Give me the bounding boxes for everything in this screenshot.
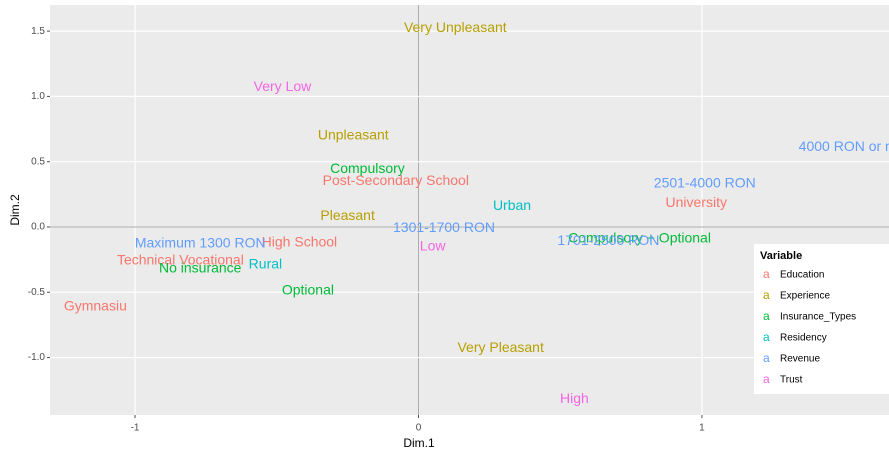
legend-label: Education: [780, 270, 824, 281]
point-label: Post-Secondary School: [323, 172, 469, 188]
legend-key: a: [763, 288, 770, 302]
legend-label: Revenue: [780, 354, 820, 365]
legend-label: Residency: [780, 333, 827, 344]
point-label: 1301-1700 RON: [393, 219, 495, 235]
point-label: No insurance: [159, 259, 242, 275]
y-axis-label: Dim.2: [8, 194, 22, 226]
point-label: Gymnasiu: [64, 297, 127, 313]
point-label: 2501-4000 RON: [654, 175, 756, 191]
legend-key: a: [763, 267, 770, 281]
point-label: Very Unpleasant: [404, 19, 507, 35]
point-label: 1701-2500 RON: [557, 232, 659, 248]
point-label: Technical Vocational: [117, 252, 244, 268]
y-tick-label: -0.5: [28, 287, 46, 298]
point-label: Very Pleasant: [457, 339, 543, 355]
legend-label: Trust: [780, 375, 803, 386]
y-tick-label: 1.0: [31, 91, 45, 102]
point-label: Compulsory: [330, 160, 405, 176]
x-tick-label: 0: [416, 423, 422, 434]
y-tick-label: -1.0: [28, 352, 46, 363]
point-label: High: [560, 390, 589, 406]
y-tick-label: 1.5: [31, 26, 45, 37]
legend-label: Experience: [780, 291, 830, 302]
legend-title: Variable: [760, 250, 802, 262]
point-label: Compulsory + Optional: [568, 229, 711, 245]
point-label: University: [666, 194, 727, 210]
point-label: Unpleasant: [318, 126, 389, 142]
point-label: High School: [262, 233, 338, 249]
legend-key: a: [763, 351, 770, 365]
x-tick-label: 1: [699, 423, 705, 434]
point-label: 4000 RON or more: [799, 138, 889, 154]
point-label: Rural: [249, 256, 282, 272]
panel: [50, 5, 889, 415]
legend: [754, 244, 889, 394]
x-tick-label: -1: [131, 423, 140, 434]
y-tick-label: 0.5: [31, 156, 45, 167]
point-label: Optional: [282, 282, 334, 298]
y-tick-label: 0.0: [31, 222, 45, 233]
legend-key: a: [763, 330, 770, 344]
point-label: Maximum 1300 RON: [135, 235, 266, 251]
legend-label: Insurance_Types: [780, 312, 856, 323]
point-label: Very Low: [254, 78, 312, 94]
x-axis-label: Dim.1: [403, 436, 435, 450]
point-label: Pleasant: [320, 207, 375, 223]
legend-key: a: [763, 309, 770, 323]
point-label: Urban: [493, 197, 531, 213]
legend-key: a: [763, 372, 770, 386]
point-label: Low: [420, 237, 447, 253]
